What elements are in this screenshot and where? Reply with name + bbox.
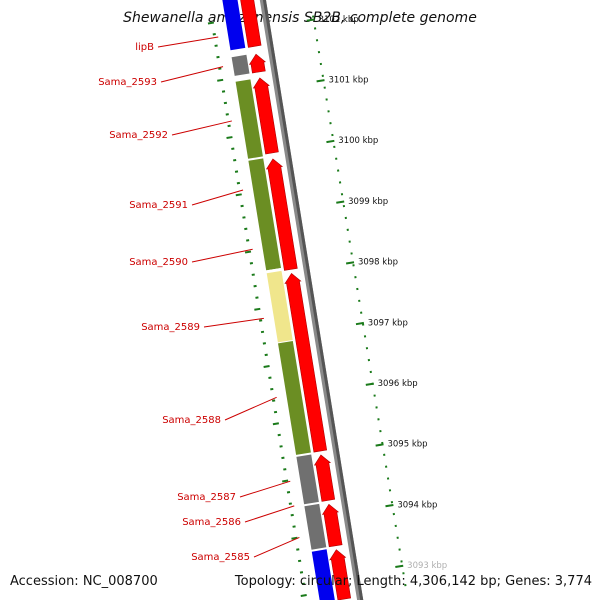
cds-arrow bbox=[313, 454, 336, 502]
cds-arrow bbox=[240, 0, 262, 48]
gene-label: Sama_2588 bbox=[162, 415, 221, 426]
gene-leader-line bbox=[171, 120, 232, 136]
kbp-tick bbox=[326, 139, 335, 144]
category-band bbox=[222, 0, 335, 600]
kbp-tick-label: 3094 kbp bbox=[397, 500, 437, 510]
kbp-tick bbox=[375, 443, 384, 447]
inner-scale-mark bbox=[217, 78, 224, 82]
category-segment bbox=[222, 0, 246, 51]
cds-arrow bbox=[252, 77, 279, 155]
gene-label: lipB bbox=[135, 42, 154, 53]
inner-scale-mark bbox=[263, 365, 270, 368]
gene-labels: lipB Sama_2593 Sama_2592 Sama_2591 Sama_2590… bbox=[98, 36, 300, 563]
inner-scale-mark bbox=[282, 479, 289, 483]
kbp-tick bbox=[395, 564, 404, 568]
cds-arrow bbox=[265, 158, 298, 271]
kbp-tick-label: 3096 kbp bbox=[378, 379, 418, 389]
kbp-tick bbox=[316, 79, 325, 83]
inner-scale-mark bbox=[272, 422, 279, 426]
gene-label: Sama_2587 bbox=[177, 492, 236, 503]
gene-leader-line bbox=[191, 248, 253, 263]
gene-label: Sama_2590 bbox=[129, 257, 188, 268]
category-gap bbox=[266, 268, 282, 272]
outer-scale-dots bbox=[312, 15, 407, 587]
gene-label: Sama_2586 bbox=[182, 517, 241, 528]
inner-scale-mark bbox=[207, 21, 215, 25]
kbp-tick-label: 3099 kbp bbox=[348, 197, 388, 207]
category-segment bbox=[231, 54, 250, 76]
kbp-tick-label: 3100 kbp bbox=[338, 136, 378, 146]
kbp-tick-label: 3098 kbp bbox=[358, 258, 398, 268]
gene-label: Sama_2585 bbox=[191, 552, 250, 563]
kbp-ticks: 3102 kbp 3101 kbp 3100 kbp 3099 kbp 3098 kbp… bbox=[306, 15, 447, 571]
cds-arrow bbox=[248, 53, 266, 74]
backbone-shadow bbox=[262, 0, 364, 600]
gene-leader-line bbox=[160, 66, 224, 83]
kbp-tick bbox=[306, 18, 315, 22]
kbp-tick-label: 3097 kbp bbox=[368, 318, 408, 328]
kbp-tick-label: 3093 kbp bbox=[407, 561, 447, 571]
category-segment bbox=[266, 270, 293, 343]
cds-arrow bbox=[284, 272, 328, 453]
inner-scale-dots bbox=[207, 21, 307, 597]
kbp-tick bbox=[345, 261, 355, 265]
category-segment bbox=[248, 158, 281, 271]
gene-leader-line bbox=[244, 505, 295, 523]
category-segment bbox=[235, 79, 263, 159]
category-segment bbox=[278, 341, 311, 455]
inner-scale-mark bbox=[235, 193, 242, 197]
cds-arrow bbox=[321, 503, 343, 548]
kbp-tick-label: 3095 kbp bbox=[387, 440, 427, 450]
cds-arrow bbox=[329, 549, 352, 600]
inner-scale-mark bbox=[244, 250, 252, 254]
gene-leader-line bbox=[203, 317, 264, 328]
category-segment bbox=[296, 454, 319, 505]
accession-text: Accession: NC_008700 bbox=[10, 574, 158, 589]
kbp-tick-label: 3101 kbp bbox=[328, 75, 368, 85]
gene-leader-line bbox=[157, 36, 219, 48]
kbp-tick bbox=[336, 200, 345, 204]
inner-scale-mark bbox=[254, 307, 261, 311]
gene-leader-line bbox=[191, 189, 244, 206]
inner-scale-mark bbox=[300, 594, 307, 597]
category-segment bbox=[304, 503, 327, 550]
gene-label: Sama_2593 bbox=[98, 77, 157, 88]
backbone-ring bbox=[259, 0, 364, 600]
topology-text: Topology: circular; Length: 4,306,142 bp… bbox=[234, 574, 592, 589]
category-segment bbox=[311, 549, 335, 600]
gene-leader-line bbox=[224, 396, 277, 421]
kbp-tick-label: 3102 kbp bbox=[319, 15, 359, 25]
gene-leader-line bbox=[253, 537, 300, 558]
kbp-tick bbox=[365, 382, 374, 386]
gene-leader-line bbox=[239, 480, 291, 498]
inner-scale-mark bbox=[291, 536, 298, 540]
kbp-tick bbox=[355, 321, 365, 326]
inner-scale-mark bbox=[226, 136, 233, 140]
gene-label: Sama_2592 bbox=[109, 130, 168, 141]
kbp-tick bbox=[385, 504, 394, 508]
cds-arrows bbox=[240, 0, 352, 600]
gene-label: Sama_2591 bbox=[129, 200, 188, 211]
gene-label: Sama_2589 bbox=[141, 322, 200, 333]
